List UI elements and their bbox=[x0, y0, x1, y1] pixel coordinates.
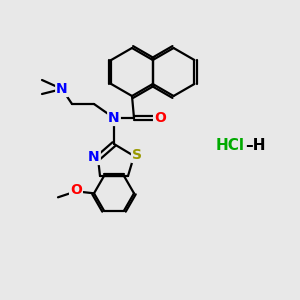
Text: O: O bbox=[154, 111, 166, 125]
Text: N: N bbox=[108, 111, 120, 125]
Text: HCl: HCl bbox=[215, 137, 244, 152]
Text: S: S bbox=[132, 148, 142, 162]
Text: N: N bbox=[88, 150, 100, 164]
Text: N: N bbox=[56, 82, 68, 96]
Text: –H: –H bbox=[245, 137, 265, 152]
Text: O: O bbox=[70, 183, 82, 197]
